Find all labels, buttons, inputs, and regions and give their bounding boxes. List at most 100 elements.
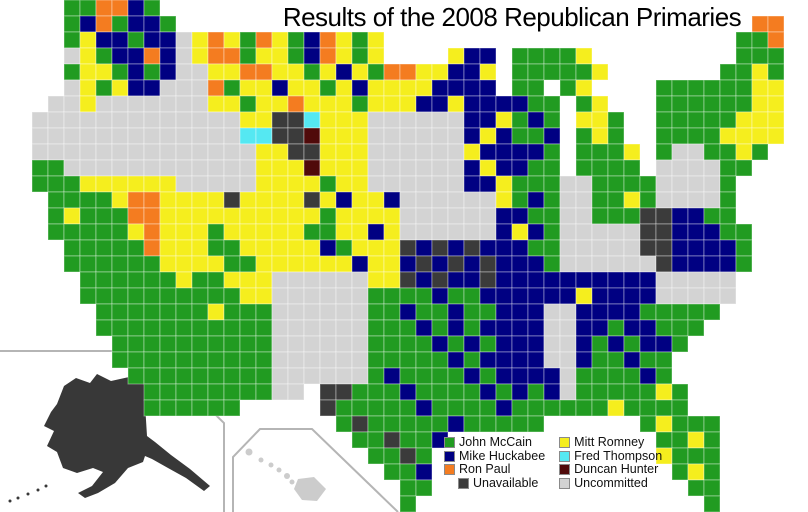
county-cell [255,239,273,257]
county-cell [479,255,497,273]
county-cell [543,399,561,417]
county-cell [735,143,753,161]
county-cell [207,47,225,65]
county-cell [303,47,321,65]
alaska-shape [44,373,210,498]
county-cell [399,495,417,512]
county-cell [319,367,337,385]
county-cell [623,191,641,209]
county-cell [351,191,369,209]
county-cell [719,95,737,113]
county-cell [511,223,529,241]
county-cell [255,159,273,177]
county-cell [367,223,385,241]
county-cell [239,303,257,321]
county-cell [495,143,513,161]
county-cell [191,271,209,289]
county-cell [479,303,497,321]
county-cell [431,223,449,241]
county-cell [143,95,161,113]
county-cell [175,255,193,273]
county-cell [255,319,273,337]
county-cell [671,399,689,417]
county-cell [95,255,113,273]
county-cell [591,335,609,353]
county-cell [351,383,369,401]
county-cell [223,207,241,225]
county-cell [543,367,561,385]
county-cell [383,223,401,241]
county-cell [735,79,753,97]
county-cell [319,31,337,49]
county-cell [175,95,193,113]
county-cell [575,47,593,65]
county-cell [399,463,417,481]
county-cell [239,31,257,49]
county-cell [607,335,625,353]
county-cell [479,111,497,129]
county-cell [431,287,449,305]
legend-label-unavailable: Unavailable [473,475,539,490]
county-cell [367,47,385,65]
county-cell [479,415,497,433]
county-cell [383,415,401,433]
county-cell [127,223,145,241]
county-cell [511,367,529,385]
county-cell [335,159,353,177]
county-cell [671,255,689,273]
county-cell [415,367,433,385]
county-cell [703,127,721,145]
county-cell [463,207,481,225]
legend-label-uncommitted: Uncommitted [574,475,648,490]
county-cell [207,31,225,49]
county-cell [687,191,705,209]
county-cell [463,223,481,241]
county-cell [511,351,529,369]
county-cell [607,175,625,193]
county-cell [127,239,145,257]
county-cell [559,63,577,81]
county-cell [223,127,241,145]
county-cell [287,127,305,145]
county-cell [223,287,241,305]
county-cell [335,47,353,65]
county-cell [143,159,161,177]
legend-swatch-fred-thompson [559,450,571,462]
county-cell [591,255,609,273]
county-cell [79,31,97,49]
county-cell [207,383,225,401]
county-cell [239,111,257,129]
county-cell [143,31,161,49]
county-cell [623,399,641,417]
county-cell [639,223,657,241]
county-cell [255,175,273,193]
county-cell [511,159,529,177]
county-cell [111,111,129,129]
county-cell [495,223,513,241]
county-cell [575,255,593,273]
county-cell [447,47,465,65]
county-cell [607,127,625,145]
county-cell [303,223,321,241]
county-cell [127,367,145,385]
county-cell [63,127,81,145]
county-cell [431,111,449,129]
county-cell [671,287,689,305]
county-cell [623,383,641,401]
county-cell [495,415,513,433]
county-cell [687,479,705,497]
county-cell [687,79,705,97]
county-cell [255,47,273,65]
county-cell [495,303,513,321]
county-cell [303,367,321,385]
county-cell [79,63,97,81]
county-cell [703,271,721,289]
county-cell [287,31,305,49]
county-cell [767,79,785,97]
county-cell [223,191,241,209]
county-cell [655,255,673,273]
county-cell [495,367,513,385]
county-cell [687,303,705,321]
county-cell [447,287,465,305]
county-cell [111,303,129,321]
